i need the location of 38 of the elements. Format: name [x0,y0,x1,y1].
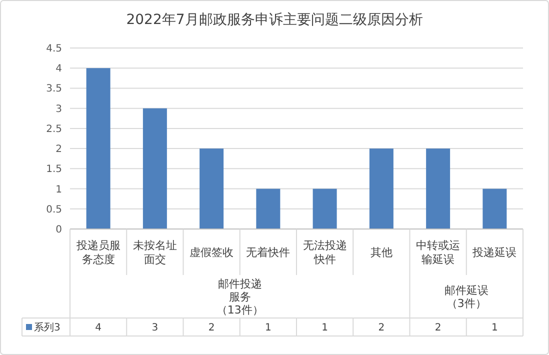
y-tick-label: 4.5 [46,44,62,54]
x-tick-label: 虚假签收 [190,246,234,259]
x-tick-label: 无法投递快件 [302,238,347,266]
y-tick-label: 2.5 [46,124,62,135]
x-tick-label: 未按名址面交 [132,238,177,266]
y-tick-label: 2 [56,144,62,156]
bar [142,108,167,229]
chart-title: 2022年7月邮政服务申诉主要问题二级原因分析 [126,12,423,28]
bar [369,148,394,229]
y-tick-label: 4 [56,64,62,75]
y-tick-label: 1 [56,184,62,196]
text: 邮件投递服务（13件） [216,277,264,316]
data-label: 3 [152,322,158,334]
bar [256,188,280,229]
legend-label: 系列3 [34,322,60,334]
text: 邮件延误（3件） [444,284,488,310]
bar [200,148,224,229]
y-tick-label: 0 [56,224,62,236]
x-tick-label: 无着快件 [246,246,290,259]
data-label: 2 [434,322,442,334]
bar [426,148,450,229]
y-tick-label: 1.5 [46,164,62,176]
bar [482,188,507,229]
x-tick-label: 其他 [370,246,392,259]
data-label: 1 [265,322,272,334]
x-tick-label: 投递员服务态度 [75,238,120,266]
data-label: 4 [95,322,102,334]
data-label: 1 [322,322,328,334]
y-tick-label: 0.5 [46,204,62,216]
data-label: 2 [378,322,385,334]
y-tick-label: 3 [56,104,62,115]
bar [312,188,337,229]
x-tick-label: 中转或运输延误 [416,238,460,266]
x-tick-label: 投递延误 [472,246,517,259]
y-tick-label: 3.5 [46,84,62,95]
data-label: 2 [208,322,215,334]
bar [86,68,110,229]
data-label: 1 [492,322,498,334]
